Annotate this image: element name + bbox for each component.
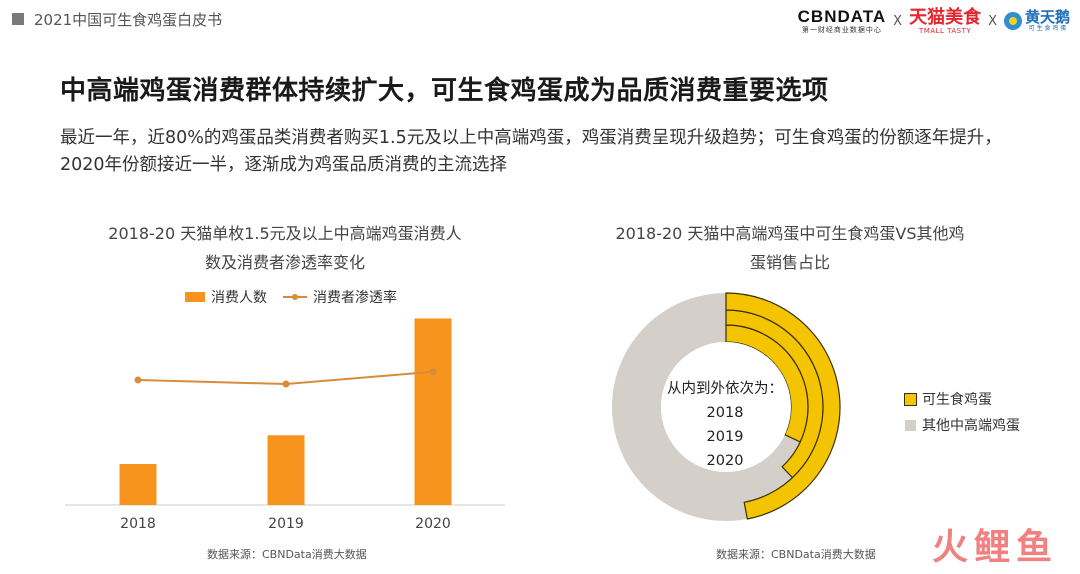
pie-legend-item: 其他中高端鸡蛋 — [905, 412, 1020, 438]
ring-center-label: 从内到外依次为： 2018 2019 2020 — [630, 377, 820, 473]
ring-label-outer: 2020 — [630, 449, 820, 473]
pie-legend-swatch — [905, 420, 916, 431]
pie-legend-label: 其他中高端鸡蛋 — [922, 415, 1020, 435]
pie-legend-item: 可生食鸡蛋 — [905, 386, 1020, 412]
nested-ring-chart — [0, 0, 1080, 574]
pie-chart-source: 数据来源：CBNData消费大数据 — [716, 546, 876, 562]
ring-label-inner: 2018 — [630, 401, 820, 425]
pie-legend: 可生食鸡蛋 其他中高端鸡蛋 — [905, 386, 1020, 438]
ring-label-middle: 2019 — [630, 425, 820, 449]
watermark: 火鲤鱼 — [932, 518, 1058, 570]
pie-legend-label: 可生食鸡蛋 — [922, 389, 992, 409]
pie-legend-swatch — [905, 394, 916, 405]
ring-center-heading: 从内到外依次为： — [630, 377, 820, 401]
